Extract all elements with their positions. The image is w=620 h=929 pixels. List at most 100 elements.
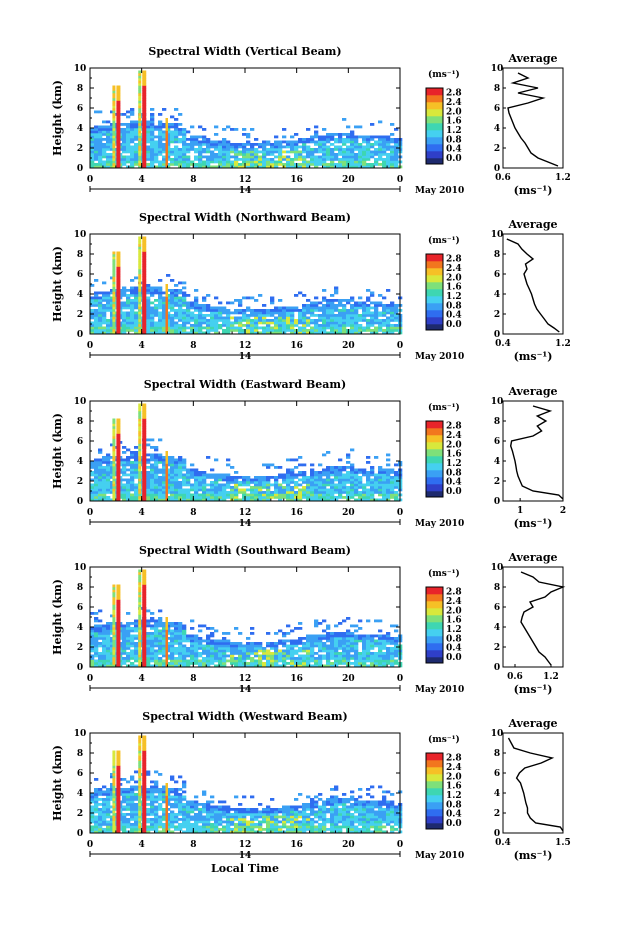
plume-cell xyxy=(165,153,168,156)
heatmap-cell xyxy=(98,627,103,630)
heatmap-cell xyxy=(126,456,131,459)
heatmap-cell xyxy=(326,135,331,139)
heatmap-cell xyxy=(278,299,283,302)
heatmap-cell xyxy=(146,130,151,134)
plume-cell xyxy=(116,271,121,275)
heatmap-cell xyxy=(134,498,139,502)
heatmap-cell xyxy=(150,644,155,648)
heatmap-cell xyxy=(182,647,187,650)
heatmap-cell xyxy=(170,316,175,320)
heatmap-cell xyxy=(122,158,127,161)
heatmap-cell xyxy=(286,140,291,144)
heatmap-cell xyxy=(342,321,347,325)
heatmap-cell xyxy=(150,496,155,499)
heatmap-cell xyxy=(298,138,303,141)
heatmap-cell xyxy=(162,135,167,139)
heatmap-cell xyxy=(162,659,167,663)
heatmap-cell xyxy=(290,647,295,650)
heatmap-cell xyxy=(154,289,159,292)
profile-y-tick-label: 6 xyxy=(494,104,500,114)
heatmap-cell xyxy=(314,491,319,494)
heatmap-cell xyxy=(330,326,335,330)
heatmap-cell xyxy=(198,304,203,307)
heatmap-cell xyxy=(314,662,319,665)
heatmap-cell xyxy=(254,319,259,322)
heatmap-cell xyxy=(242,654,247,658)
heatmap-cell xyxy=(378,654,383,658)
heatmap-cell xyxy=(114,163,119,166)
heatmap-cell xyxy=(338,138,343,141)
heatmap-cell xyxy=(170,471,175,474)
heatmap-cell xyxy=(366,481,371,484)
heatmap-cell xyxy=(122,321,127,325)
heatmap-cell xyxy=(370,637,375,640)
heatmap-cell xyxy=(202,659,207,663)
heatmap-cell xyxy=(318,637,323,640)
heatmap-cell xyxy=(162,123,167,126)
heatmap-cell xyxy=(294,331,299,335)
heatmap-cell xyxy=(122,652,127,655)
heatmap-cell xyxy=(166,637,171,640)
heatmap-cell xyxy=(322,657,327,660)
heatmap-cell xyxy=(246,314,251,317)
y-tick-label: 8 xyxy=(77,84,83,94)
heatmap-cell xyxy=(358,483,363,487)
heatmap-cell xyxy=(110,306,115,310)
heatmap-cell xyxy=(158,163,163,166)
plume-cell xyxy=(112,143,116,146)
colorbar-tick-label: 2.4 xyxy=(446,431,462,441)
heatmap-cell xyxy=(146,296,151,300)
heatmap-cell xyxy=(378,639,383,643)
heatmap-cell xyxy=(154,473,159,477)
heatmap-cell xyxy=(254,659,259,663)
heatmap-cell xyxy=(162,458,167,462)
heatmap-cell xyxy=(250,644,255,648)
heatmap-cell xyxy=(362,160,367,164)
heatmap-cell xyxy=(150,654,155,658)
heatmap-cell xyxy=(346,657,351,660)
heatmap-cell xyxy=(110,654,115,658)
heatmap-cell xyxy=(378,468,383,472)
heatmap-cell xyxy=(302,481,307,484)
heatmap-cell xyxy=(214,498,219,502)
heatmap-cell xyxy=(122,294,127,297)
heatmap-cell xyxy=(266,664,271,668)
heatmap-cell xyxy=(262,657,267,660)
heatmap-cell xyxy=(250,478,255,482)
heatmap-cell xyxy=(302,331,307,335)
heatmap-cell xyxy=(350,299,355,302)
heatmap-cell xyxy=(390,309,395,312)
heatmap-cell xyxy=(342,138,347,141)
heatmap-cell xyxy=(114,654,119,658)
heatmap-cell xyxy=(150,637,155,640)
heatmap-cell xyxy=(346,471,351,474)
plume-cell xyxy=(142,113,147,116)
heatmap-cell xyxy=(218,657,223,660)
y-tick-label: 6 xyxy=(77,104,83,114)
heatmap-cell xyxy=(310,160,315,164)
heatmap-cell xyxy=(350,496,355,499)
heatmap-cell xyxy=(322,138,327,141)
heatmap-cell xyxy=(130,128,135,131)
heatmap-cell xyxy=(150,438,155,442)
heatmap-cell xyxy=(322,165,327,169)
heatmap-cell xyxy=(226,659,231,663)
heatmap-cell xyxy=(170,496,175,499)
heatmap-cell xyxy=(170,309,175,312)
heatmap-cell xyxy=(374,619,379,623)
heatmap-cell xyxy=(310,496,315,499)
heatmap-cell xyxy=(382,324,387,327)
heatmap-cell xyxy=(282,491,287,494)
heatmap-cell xyxy=(102,163,107,166)
plume-cell xyxy=(116,85,121,89)
heatmap-cell xyxy=(122,496,127,499)
heatmap-cell xyxy=(130,160,135,164)
heatmap-cell xyxy=(174,316,179,320)
colorbar-tick-label: 2.0 xyxy=(446,273,462,283)
heatmap-cell xyxy=(98,150,103,154)
heatmap-cell xyxy=(222,140,227,144)
heatmap-cell xyxy=(202,306,207,310)
plume-cell xyxy=(142,294,147,297)
heatmap-cell xyxy=(382,135,387,139)
heatmap-cell xyxy=(362,637,367,640)
